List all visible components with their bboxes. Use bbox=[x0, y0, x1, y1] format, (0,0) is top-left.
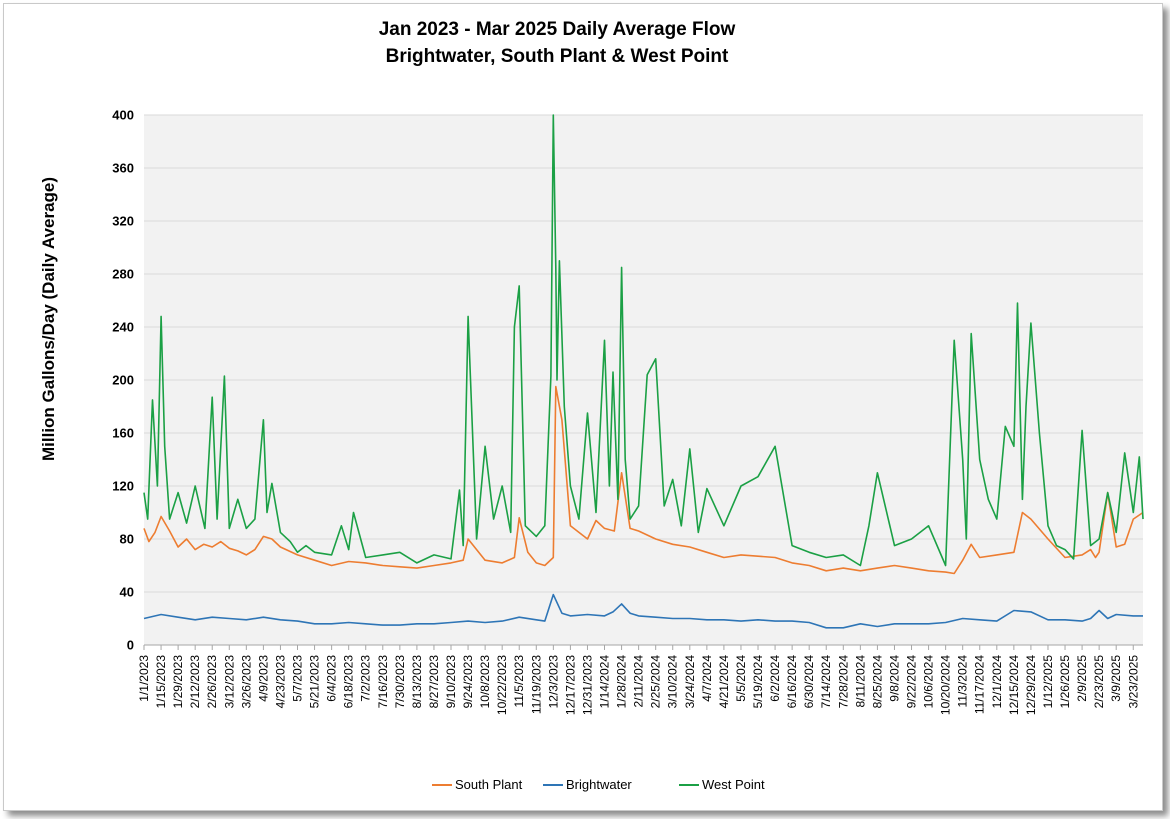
x-tick-label: 5/7/2023 bbox=[291, 655, 305, 702]
x-tick-label: 2/9/2025 bbox=[1075, 655, 1089, 702]
x-tick-label: 3/26/2023 bbox=[239, 655, 253, 709]
x-tick-label: 1/14/2024 bbox=[598, 655, 612, 709]
x-tick-label: 5/19/2024 bbox=[751, 655, 765, 709]
grid-lines bbox=[144, 114, 1143, 646]
legend-label-brightwater: Brightwater bbox=[566, 777, 632, 792]
y-tick-label: 320 bbox=[112, 214, 134, 229]
y-tick-label: 40 bbox=[120, 585, 134, 600]
x-tick-label: 12/31/2023 bbox=[581, 655, 595, 715]
x-tick-label: 1/29/2023 bbox=[171, 655, 185, 709]
y-tick-label: 240 bbox=[112, 320, 134, 335]
x-tick-label: 7/30/2023 bbox=[393, 655, 407, 709]
x-tick-label: 12/17/2023 bbox=[563, 655, 577, 715]
x-tick-label: 3/10/2024 bbox=[666, 655, 680, 709]
x-tick-label: 4/7/2024 bbox=[700, 655, 714, 702]
legend: South Plant Brightwater West Point bbox=[432, 777, 765, 792]
x-tick-label: 2/11/2024 bbox=[632, 655, 646, 708]
chart-canvas: Jan 2023 - Mar 2025 Daily Average Flow B… bbox=[39, 19, 1144, 792]
x-tick-label: 7/28/2024 bbox=[836, 655, 850, 709]
x-tick-label: 11/17/2024 bbox=[973, 655, 987, 714]
x-tick-label: 12/1/2024 bbox=[990, 655, 1004, 709]
x-tick-label: 3/24/2024 bbox=[683, 655, 697, 709]
series-line-south-plant bbox=[143, 385, 1144, 575]
x-tick-label: 4/9/2023 bbox=[256, 655, 270, 702]
x-tick-label: 11/19/2023 bbox=[529, 655, 543, 714]
x-tick-label: 6/4/2023 bbox=[325, 655, 339, 702]
y-axis-label: Million Gallons/Day (Daily Average) bbox=[39, 177, 58, 461]
x-tick-label: 1/28/2024 bbox=[615, 655, 629, 709]
x-tick-label: 6/18/2023 bbox=[342, 655, 356, 709]
x-tick-label: 10/20/2024 bbox=[939, 655, 953, 715]
y-axis-ticks: 0 40 80 120 160 200 240 280 320 360 400 bbox=[112, 108, 134, 653]
x-tick-label: 9/24/2023 bbox=[461, 655, 475, 709]
chart-frame: Jan 2023 - Mar 2025 Daily Average Flow B… bbox=[3, 3, 1163, 811]
x-tick-label: 12/29/2024 bbox=[1024, 655, 1038, 715]
y-tick-label: 200 bbox=[112, 373, 134, 388]
x-tick-label: 10/8/2023 bbox=[478, 655, 492, 709]
x-tick-label: 4/21/2024 bbox=[717, 655, 731, 709]
x-tick-label: 2/26/2023 bbox=[205, 655, 219, 709]
x-tick-label: 5/21/2023 bbox=[308, 655, 322, 709]
series-lines bbox=[143, 114, 1144, 629]
x-tick-label: 1/1/2023 bbox=[137, 655, 151, 702]
y-tick-label: 160 bbox=[112, 426, 134, 441]
x-tick-label: 10/6/2024 bbox=[922, 655, 936, 709]
x-tick-label: 7/14/2024 bbox=[819, 655, 833, 709]
y-tick-label: 80 bbox=[120, 532, 134, 547]
x-tick-label: 7/16/2023 bbox=[376, 655, 390, 709]
y-tick-label: 280 bbox=[112, 267, 134, 282]
x-tick-label: 5/5/2024 bbox=[734, 655, 748, 702]
x-tick-label: 8/25/2024 bbox=[870, 655, 884, 709]
x-tick-label: 12/15/2024 bbox=[1007, 655, 1021, 715]
x-tick-label: 2/23/2025 bbox=[1092, 655, 1106, 709]
series-line-brightwater bbox=[143, 593, 1143, 629]
x-tick-label: 3/12/2023 bbox=[222, 655, 236, 709]
x-tick-label: 1/15/2023 bbox=[154, 655, 168, 709]
x-tick-label: 12/3/2023 bbox=[546, 655, 560, 709]
x-axis-ticks: 1/1/2023 1/15/2023 1/29/2023 2/12/2023 2/26/… bbox=[137, 645, 1140, 715]
series-line-west-point bbox=[143, 114, 1144, 567]
y-tick-label: 120 bbox=[112, 479, 134, 494]
y-tick-label: 400 bbox=[112, 108, 134, 123]
x-tick-label: 6/30/2024 bbox=[802, 655, 816, 709]
x-tick-label: 1/26/2025 bbox=[1058, 655, 1072, 709]
chart-title: Jan 2023 - Mar 2025 Daily Average Flow bbox=[379, 19, 736, 40]
x-tick-label: 4/23/2023 bbox=[273, 655, 287, 709]
y-tick-label: 360 bbox=[112, 161, 134, 176]
x-tick-label: 10/22/2023 bbox=[495, 655, 509, 715]
x-tick-label: 1/12/2025 bbox=[1041, 655, 1055, 709]
x-tick-label: 11/3/2024 bbox=[956, 655, 970, 708]
x-tick-label: 6/2/2024 bbox=[768, 655, 782, 702]
x-tick-label: 8/11/2024 bbox=[853, 655, 867, 708]
y-tick-label: 0 bbox=[127, 638, 134, 653]
x-tick-label: 2/25/2024 bbox=[649, 655, 663, 709]
x-tick-label: 7/2/2023 bbox=[359, 655, 373, 702]
x-tick-label: 6/16/2024 bbox=[785, 655, 799, 709]
x-tick-label: 3/9/2025 bbox=[1109, 655, 1123, 702]
x-tick-label: 9/22/2024 bbox=[905, 655, 919, 709]
x-tick-label: 8/27/2023 bbox=[427, 655, 441, 709]
x-tick-label: 8/13/2023 bbox=[410, 655, 424, 709]
x-tick-label: 2/12/2023 bbox=[188, 655, 202, 709]
legend-label-south-plant: South Plant bbox=[455, 777, 523, 792]
x-tick-label: 9/8/2024 bbox=[888, 655, 902, 702]
legend-label-west-point: West Point bbox=[702, 777, 765, 792]
x-tick-label: 3/23/2025 bbox=[1126, 655, 1140, 709]
x-tick-label: 9/10/2023 bbox=[444, 655, 458, 709]
chart-subtitle: Brightwater, South Plant & West Point bbox=[386, 46, 729, 67]
x-tick-label: 11/5/2023 bbox=[512, 655, 526, 708]
